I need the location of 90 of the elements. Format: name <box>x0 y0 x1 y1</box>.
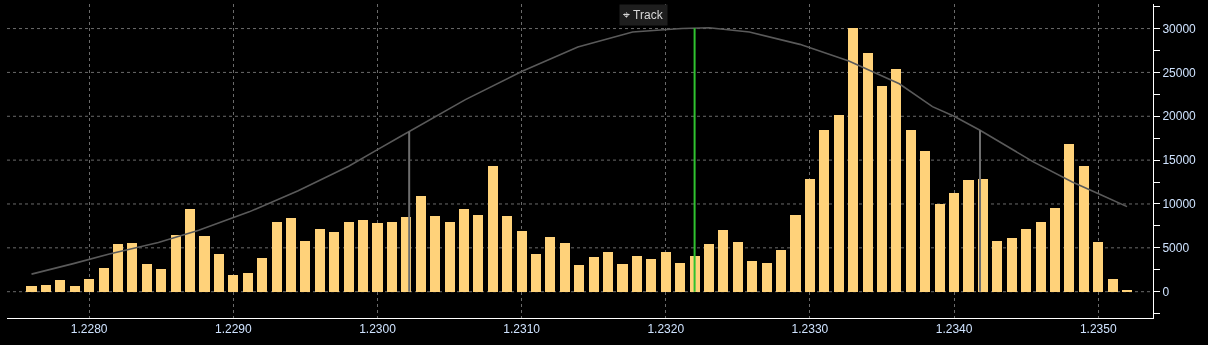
bar <box>243 273 253 292</box>
bar <box>171 235 181 292</box>
bar <box>1093 242 1103 292</box>
bar <box>430 216 440 292</box>
bar <box>661 252 671 292</box>
bar <box>300 241 310 292</box>
line-series <box>30 26 1128 275</box>
bar <box>459 209 469 292</box>
bar <box>891 69 901 292</box>
bar <box>1064 144 1074 292</box>
bar <box>963 180 974 292</box>
x-tick-label: 1.2280 <box>70 322 108 337</box>
x-tick-label: 1.2290 <box>214 322 252 337</box>
bar <box>877 86 887 292</box>
bar <box>473 215 483 292</box>
bar <box>762 263 772 292</box>
bar <box>675 263 685 292</box>
bar <box>185 209 195 292</box>
bar <box>906 130 916 292</box>
bar <box>646 259 656 292</box>
bar <box>257 258 267 292</box>
y-tick-label: 0 <box>1162 284 1170 299</box>
bar <box>156 269 166 292</box>
y-tick-label: 30000 <box>1162 21 1197 36</box>
bar <box>344 222 354 292</box>
bar <box>574 265 584 292</box>
bar <box>935 204 945 292</box>
bar <box>1007 238 1017 292</box>
bar <box>329 232 339 292</box>
x-tick-label: 1.2350 <box>1079 322 1117 337</box>
bar <box>286 218 296 292</box>
bar <box>531 254 541 292</box>
bar <box>416 196 426 292</box>
x-tick-label: 1.2340 <box>935 322 973 337</box>
bar <box>603 252 613 292</box>
bar <box>819 130 829 292</box>
bar <box>272 222 282 292</box>
bar <box>718 230 728 292</box>
bar <box>776 250 786 292</box>
bar <box>560 243 570 292</box>
bar <box>70 286 80 292</box>
bar <box>834 115 844 292</box>
x-tick-label: 1.2310 <box>503 322 541 337</box>
bar <box>589 257 599 292</box>
bar <box>920 151 930 292</box>
bar <box>632 256 642 292</box>
bar <box>84 279 94 292</box>
x-tick-label: 1.2330 <box>791 322 829 337</box>
bar <box>228 275 238 292</box>
annotation: ⌖ Track <box>623 8 664 22</box>
bar <box>358 220 368 292</box>
bar <box>992 241 1002 292</box>
bar <box>387 222 397 292</box>
bar <box>113 244 123 292</box>
x-tick-label: 1.2320 <box>647 322 685 337</box>
bar <box>1021 229 1031 292</box>
y-tick-label: 15000 <box>1162 153 1197 168</box>
bar <box>617 264 628 292</box>
y-tick-label: 25000 <box>1162 65 1197 80</box>
bar <box>445 222 455 292</box>
bar <box>55 280 65 292</box>
bar <box>1079 166 1089 292</box>
bar <box>545 237 555 292</box>
bar <box>488 166 498 292</box>
bar <box>1036 222 1046 292</box>
bar <box>99 268 109 292</box>
bar <box>214 254 224 292</box>
bar <box>790 215 801 292</box>
bar <box>949 193 959 292</box>
bar <box>805 179 815 292</box>
bar <box>1108 279 1118 292</box>
bar <box>26 286 37 292</box>
y-tick-label: 20000 <box>1162 109 1197 124</box>
bar <box>517 231 527 292</box>
bar <box>127 243 137 292</box>
bar <box>747 261 757 292</box>
bar <box>863 53 873 292</box>
bar <box>733 242 743 292</box>
bar <box>142 264 152 292</box>
bar <box>502 216 512 292</box>
bar <box>372 223 383 292</box>
bar <box>1050 208 1060 292</box>
y-tick-label: 10000 <box>1162 197 1197 212</box>
bar <box>199 236 210 292</box>
bar <box>41 285 51 292</box>
bar <box>704 244 714 292</box>
bar <box>315 229 325 292</box>
bar <box>848 28 858 292</box>
x-tick-label: 1.2300 <box>359 322 397 337</box>
y-tick-label: 5000 <box>1162 241 1190 256</box>
